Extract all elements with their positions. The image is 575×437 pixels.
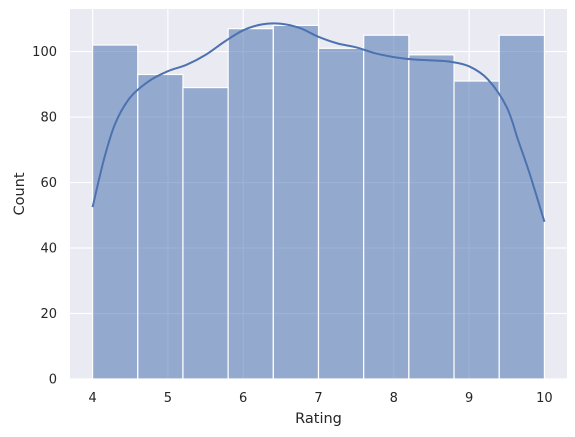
kde-curve — [91, 22, 546, 223]
y-tick-label: 80 — [40, 111, 57, 126]
x-tick-label: 7 — [314, 391, 322, 406]
histogram-bar — [453, 80, 500, 380]
y-axis-ticks: 0 20 40 60 80 100 — [32, 45, 57, 387]
x-tick-label: 4 — [88, 391, 96, 406]
x-tick-label: 10 — [536, 391, 553, 406]
x-axis-ticks: 4 5 6 7 8 9 10 — [88, 391, 552, 406]
y-tick-label: 0 — [49, 373, 57, 388]
histogram-bar — [137, 73, 184, 380]
histogram-bars — [91, 24, 546, 380]
histogram-bar — [408, 54, 455, 380]
x-axis-label: Rating — [295, 411, 342, 427]
histogram-bar — [272, 24, 320, 380]
y-axis-label: Count — [12, 172, 28, 215]
histogram-bar — [363, 34, 410, 380]
y-tick-label: 100 — [32, 45, 57, 60]
histogram-bar — [498, 34, 546, 380]
histogram-bar — [227, 28, 274, 380]
x-tick-label: 8 — [390, 391, 398, 406]
y-tick-label: 60 — [40, 176, 57, 191]
x-tick-label: 9 — [465, 391, 473, 406]
y-tick-label: 20 — [40, 307, 57, 322]
histogram-bar — [91, 44, 139, 380]
y-tick-label: 40 — [40, 242, 57, 257]
x-tick-label: 6 — [239, 391, 247, 406]
histogram-bar — [317, 47, 365, 380]
x-tick-label: 5 — [164, 391, 172, 406]
histogram-bar — [182, 86, 229, 380]
